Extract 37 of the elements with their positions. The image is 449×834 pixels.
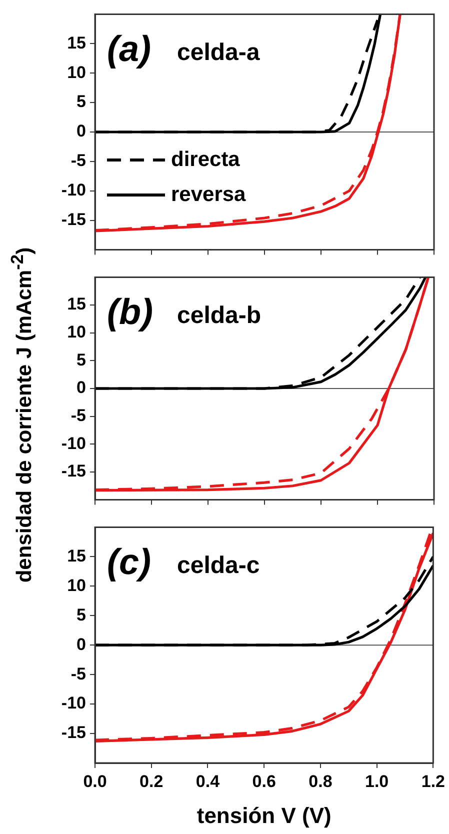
y-tick-label: 10 (67, 576, 86, 595)
annotation: celda-b (177, 302, 262, 330)
x-tick-label: 0.4 (196, 772, 220, 791)
y-tick-label: 15 (67, 33, 86, 52)
y-tick-label: 0 (76, 122, 86, 141)
y-tick-label: 15 (67, 294, 86, 314)
x-axis-title: tensión V (V) (196, 802, 332, 828)
legend-label: reversa (171, 182, 246, 206)
x-tick-label: 0.8 (308, 772, 332, 791)
y-tick-label: 15 (67, 546, 86, 566)
y-tick-label: -5 (70, 664, 86, 684)
legend-label: directa (171, 148, 240, 171)
y-tick-label: -5 (70, 151, 86, 170)
y-tick-label: -15 (61, 723, 86, 742)
annotation: (b) (107, 291, 153, 332)
x-tick-label: 0.6 (252, 772, 276, 791)
annotation: (a) (107, 28, 151, 70)
y-tick-label: 0 (76, 634, 86, 654)
y-tick-label: -10 (61, 434, 86, 453)
y-tick-label: 0 (76, 378, 86, 398)
y-tick-label: 5 (76, 350, 86, 370)
y-tick-label: 5 (76, 92, 86, 112)
x-tick-label: 0.2 (140, 772, 164, 791)
y-tick-label: -15 (61, 210, 86, 230)
y-tick-label: 10 (67, 322, 86, 342)
y-tick-label: -15 (61, 462, 86, 481)
annotation: celda-a (177, 39, 260, 66)
y-tick-label: 5 (76, 605, 86, 624)
y-tick-label: -10 (61, 694, 86, 713)
x-tick-label: 1.0 (365, 772, 389, 791)
x-tick-label: 1.2 (421, 772, 446, 791)
y-tick-label: -10 (61, 180, 86, 200)
x-tick-label: 0.0 (83, 772, 107, 791)
y-tick-label: -5 (70, 406, 86, 426)
annotation: celda-c (177, 552, 260, 580)
annotation: (c) (107, 541, 151, 582)
y-tick-label: 10 (67, 62, 86, 82)
